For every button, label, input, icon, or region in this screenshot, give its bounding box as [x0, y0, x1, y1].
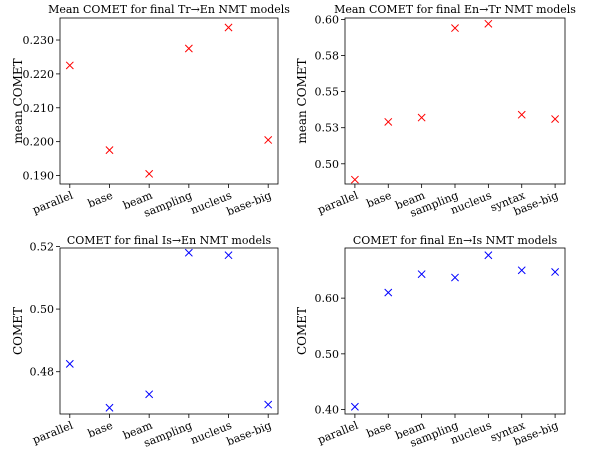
y-tick-label-en-tr: 0.60 [315, 13, 340, 26]
data-point-en-tr-syntax [517, 110, 526, 119]
y-axis-label-en-is: COMET [295, 307, 309, 355]
data-point-en-tr-base-big [551, 115, 560, 123]
y-tick-label-tr-en: 0.200 [23, 136, 55, 149]
data-point-tr-en-sampling [184, 44, 193, 53]
data-point-tr-en-parallel [65, 61, 74, 70]
y-axis-label-is-en: COMET [11, 307, 25, 355]
panel-en-tr: Mean COMET for final En→Tr NMT models mea… [295, 3, 576, 220]
data-point-tr-en-base [105, 146, 114, 155]
data-point-en-is-syntax [517, 266, 526, 275]
data-point-is-en-base [105, 403, 114, 412]
y-tick-label-tr-en: 0.230 [23, 34, 55, 47]
x-tick-label-base: base [86, 419, 115, 441]
y-tick-label-is-en: 0.52 [30, 240, 55, 253]
data-point-tr-en-base-big [264, 136, 273, 144]
y-tick-label-en-tr: 0.53 [315, 122, 340, 135]
x-tick-label-base-big: base-big [225, 189, 274, 219]
y-tick-label-en-tr: 0.55 [315, 86, 340, 99]
y-tick-label-en-is: 0.60 [315, 292, 340, 305]
data-point-en-tr-parallel [350, 175, 359, 184]
data-point-en-is-nucleus [484, 251, 493, 260]
data-point-en-tr-beam [417, 113, 426, 122]
data-point-en-tr-sampling [451, 24, 459, 33]
y-tick-label-en-tr: 0.58 [315, 50, 340, 63]
data-point-en-tr-nucleus [484, 19, 493, 28]
x-tick-label-base: base [365, 189, 394, 211]
y-tick-label-en-tr: 0.50 [315, 158, 340, 171]
panel-is-en: COMET for final Is→En NMT models COMET 0.4… [11, 234, 279, 450]
y-axis-label-tr-en: mean COMET [11, 58, 25, 143]
y-tick-label-en-is: 0.50 [315, 348, 340, 361]
data-point-en-is-base-big [551, 267, 560, 276]
x-tick-label-parallel: parallel [316, 419, 361, 447]
y-tick-label-tr-en: 0.190 [23, 170, 55, 183]
data-point-tr-en-beam [145, 169, 154, 178]
plot-frame-en-tr [344, 17, 566, 185]
data-point-en-is-parallel [350, 402, 359, 411]
data-point-en-is-beam [417, 270, 426, 279]
panel-tr-en: Mean COMET for final Tr→En NMT models mea… [11, 3, 290, 220]
plot-frame-en-is [344, 247, 566, 415]
data-point-is-en-parallel [65, 359, 74, 368]
x-tick-label-base: base [86, 189, 115, 211]
x-tick-label-parallel: parallel [31, 419, 76, 447]
x-tick-label-parallel: parallel [316, 189, 361, 217]
y-tick-label-is-en: 0.48 [30, 366, 55, 379]
x-tick-label-base-big: base-big [225, 419, 274, 449]
chart-title-en-is: COMET for final En→Is NMT models [353, 234, 558, 247]
chart-title-tr-en: Mean COMET for final Tr→En NMT models [48, 3, 290, 16]
panel-en-is: COMET for final En→Is NMT models COMET 0.4… [295, 234, 566, 450]
x-tick-label-base: base [365, 419, 394, 441]
data-point-is-en-sampling [184, 248, 193, 257]
chart-title-en-tr: Mean COMET for final En→Tr NMT models [334, 3, 576, 16]
y-tick-label-en-is: 0.40 [315, 404, 340, 417]
data-point-en-is-base [384, 288, 393, 297]
x-tick-label-parallel: parallel [31, 189, 76, 217]
plot-frame-tr-en [59, 17, 279, 185]
data-point-tr-en-nucleus [224, 23, 233, 32]
y-tick-label-tr-en: 0.220 [23, 68, 55, 81]
data-point-is-en-beam [145, 390, 154, 399]
plot-frame-is-en [59, 247, 279, 415]
data-point-is-en-nucleus [224, 251, 233, 260]
chart-title-is-en: COMET for final Is→En NMT models [67, 234, 272, 247]
y-tick-label-tr-en: 0.210 [23, 102, 55, 115]
data-point-is-en-base-big [264, 400, 273, 409]
data-point-en-is-sampling [451, 273, 459, 282]
data-point-en-tr-base [384, 117, 393, 126]
y-axis-label-en-tr: mean COMET [295, 58, 309, 143]
y-tick-label-is-en: 0.50 [30, 303, 55, 316]
